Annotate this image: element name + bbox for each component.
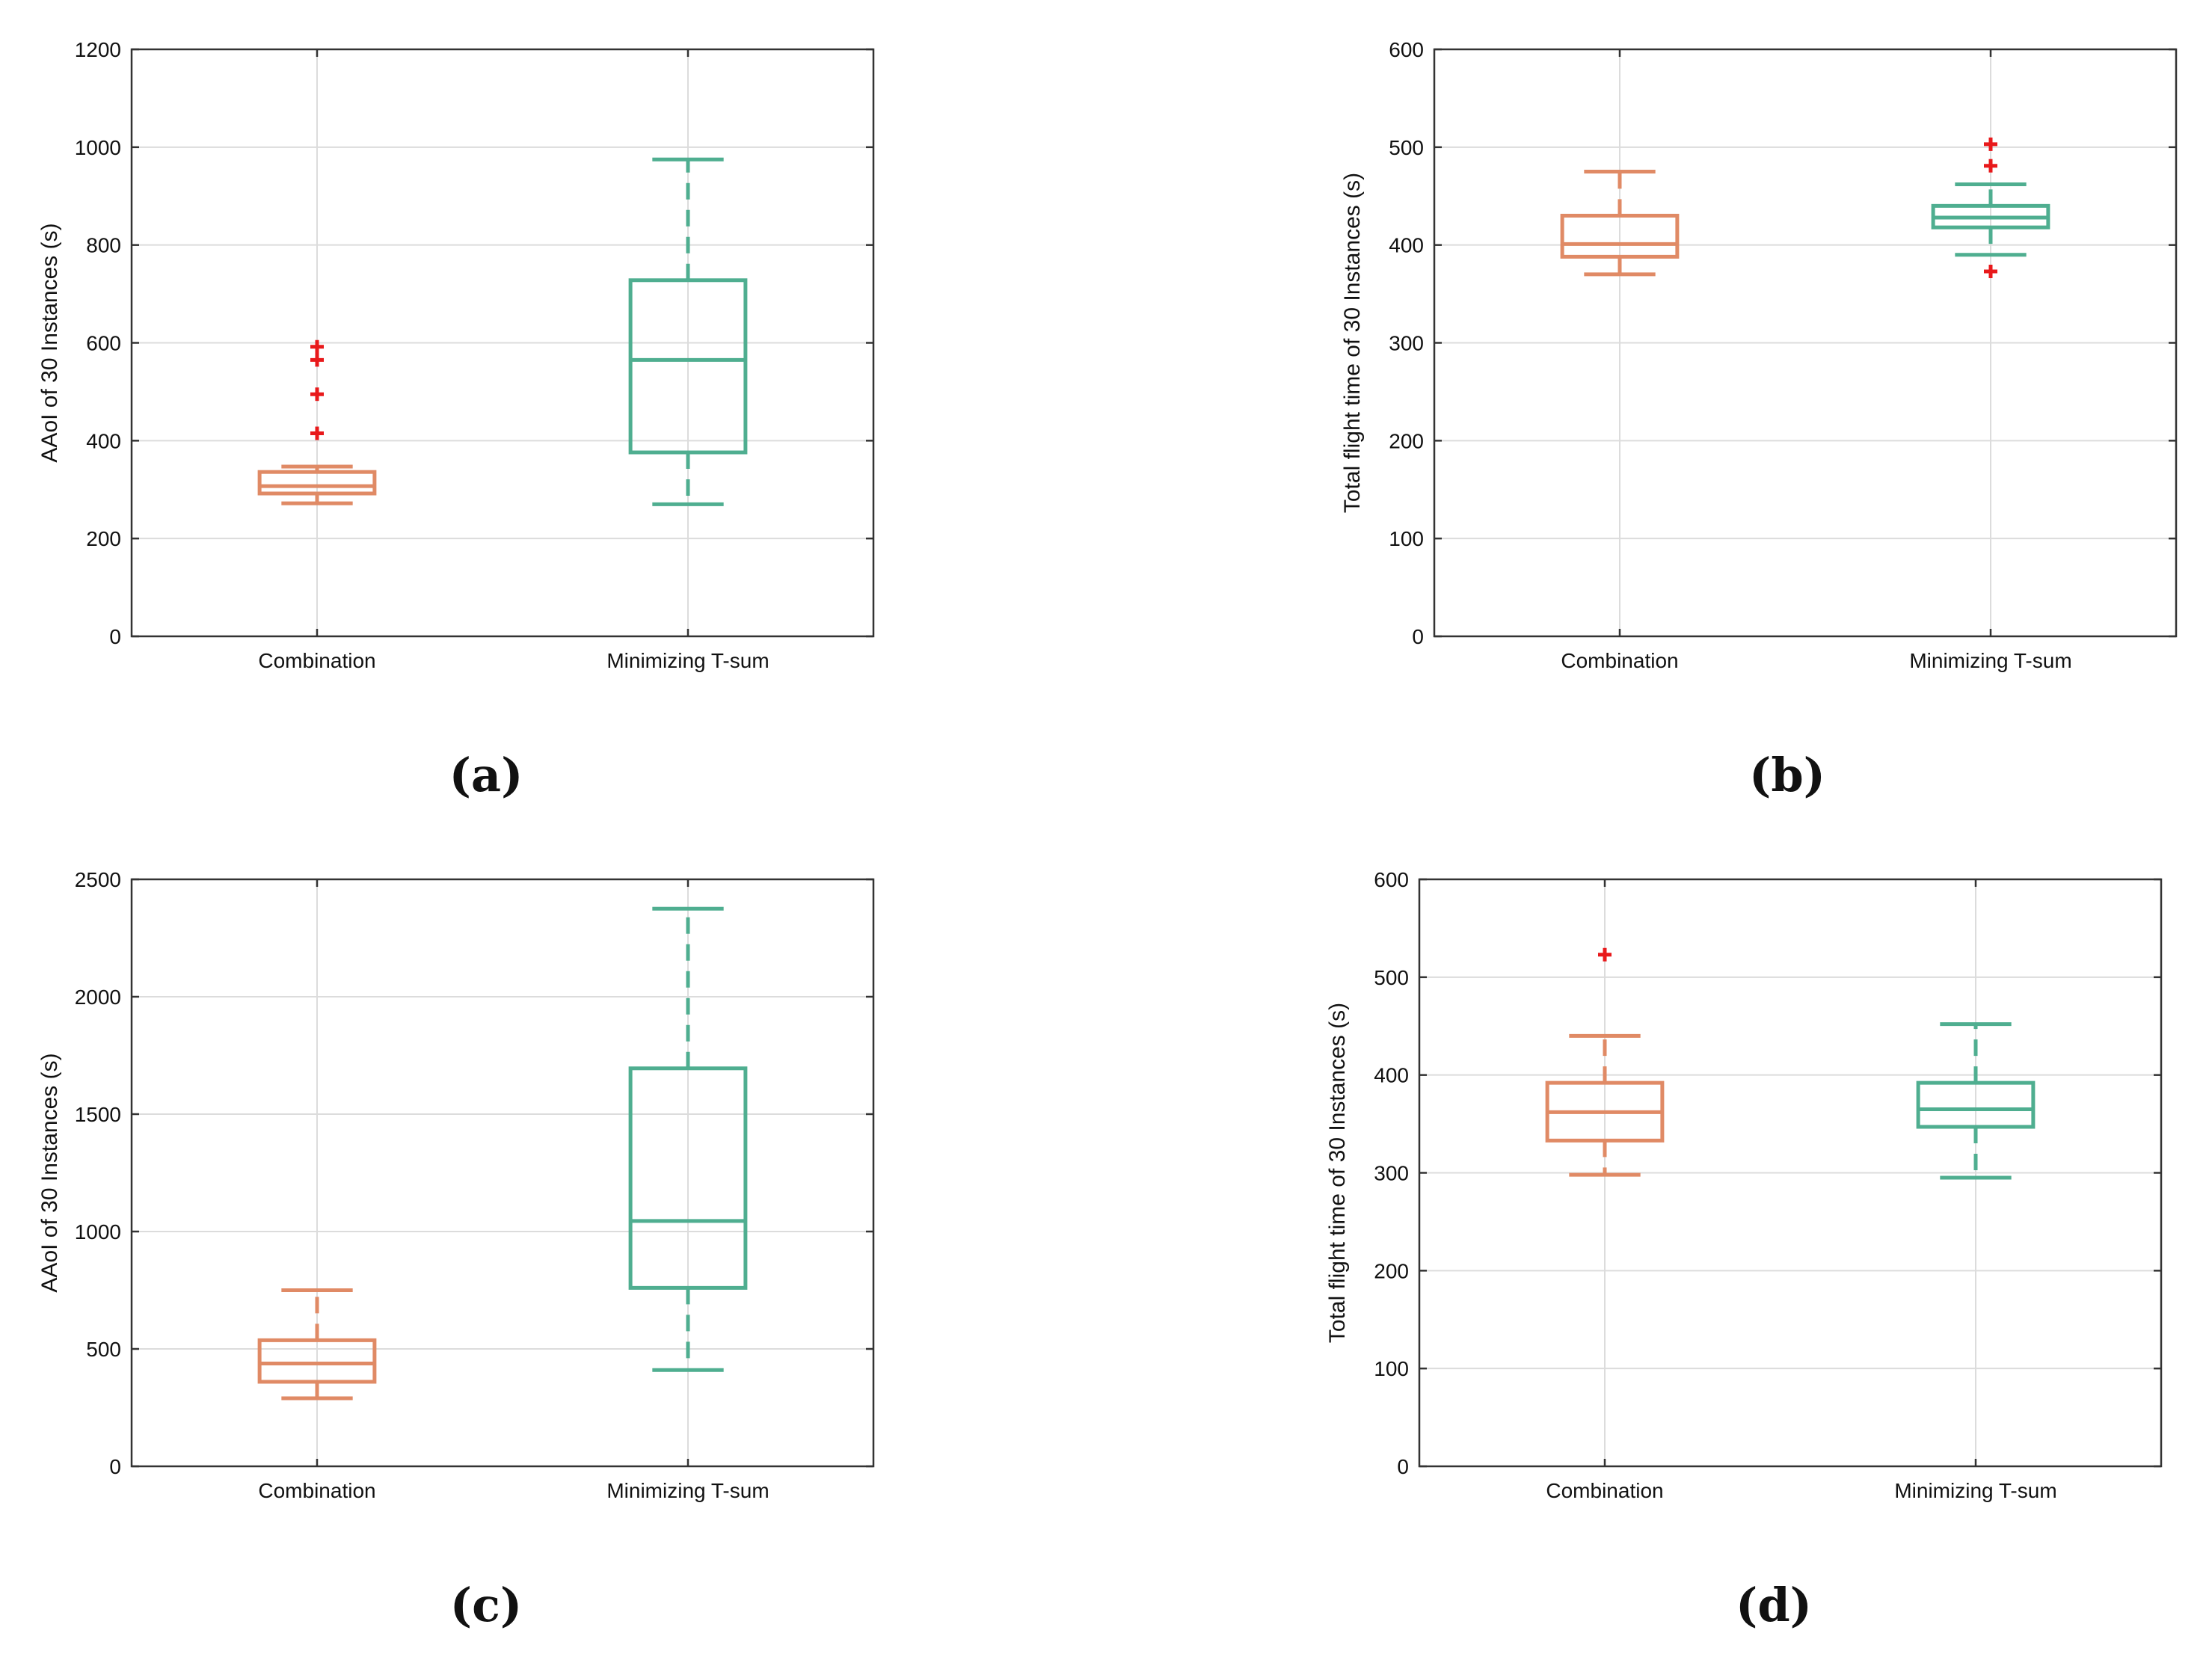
plot-frame xyxy=(130,878,875,1468)
y-tick-label: 600 xyxy=(1374,868,1409,891)
box-minimizing-t-sum xyxy=(628,906,748,1372)
y-tick-label: 200 xyxy=(1374,1259,1409,1282)
outlier-marker xyxy=(310,387,324,402)
y-tick-label: 500 xyxy=(1374,966,1409,989)
x-tick-label: Combination xyxy=(258,1479,375,1502)
y-tick-label: 1000 xyxy=(75,136,121,159)
box-minimizing-t-sum xyxy=(1931,137,2050,278)
box-iqr xyxy=(628,278,748,455)
box-combination xyxy=(1545,947,1665,1177)
y-tick-label: 1000 xyxy=(75,1220,121,1243)
x-tick-label: Minimizing T-sum xyxy=(1909,649,2071,672)
y-tick-label: 600 xyxy=(1389,38,1424,61)
y-tick-label: 0 xyxy=(1397,1455,1409,1478)
box-combination xyxy=(257,339,377,505)
y-axis-label: AAoI of 30 Instances (s) xyxy=(37,1053,62,1292)
panel-caption: (c) xyxy=(450,1578,522,1632)
x-tick-label: Minimizing T-sum xyxy=(1894,1479,2056,1502)
y-axis-label: Total flight time of 30 Instances (s) xyxy=(1325,1003,1350,1343)
y-axis-label: AAoI of 30 Instances (s) xyxy=(37,223,62,462)
box-iqr xyxy=(628,1066,748,1290)
box-iqr xyxy=(257,1338,377,1384)
y-tick-label: 1200 xyxy=(75,38,121,61)
box-minimizing-t-sum xyxy=(628,157,748,506)
panel-caption: (b) xyxy=(1749,748,1825,802)
x-tick-label: Combination xyxy=(258,649,375,672)
y-tick-label: 0 xyxy=(109,625,121,648)
y-axis-label: Total flight time of 30 Instances (s) xyxy=(1340,173,1365,513)
y-tick-label: 0 xyxy=(1412,625,1424,648)
y-tick-label: 400 xyxy=(1389,234,1424,257)
outlier-marker xyxy=(1984,137,1997,151)
outlier-marker xyxy=(1984,264,1997,278)
y-tick-label: 300 xyxy=(1389,332,1424,355)
panel-caption: (a) xyxy=(449,748,523,802)
x-tick-label: Combination xyxy=(1561,649,1678,672)
chart-panel-3: 0 500 1000 1500 2000 2500 Combination Minimizin… xyxy=(37,868,875,1632)
y-tick-label: 300 xyxy=(1374,1162,1409,1185)
y-tick-label: 100 xyxy=(1374,1357,1409,1380)
y-tick-label: 500 xyxy=(86,1338,121,1361)
y-tick-label: 2000 xyxy=(75,986,121,1009)
box-iqr xyxy=(1916,1080,2036,1129)
y-tick-label: 200 xyxy=(1389,429,1424,452)
outlier-marker xyxy=(1598,947,1612,962)
panel-caption: (d) xyxy=(1736,1578,1812,1632)
outlier-marker xyxy=(310,426,324,440)
outlier-marker xyxy=(1984,159,1997,173)
y-tick-label: 500 xyxy=(1389,136,1424,159)
y-tick-label: 400 xyxy=(86,429,121,452)
y-tick-label: 800 xyxy=(86,234,121,257)
x-tick-label: Minimizing T-sum xyxy=(606,649,769,672)
chart-panel-2: 0 100 200 300 400 500 600 Combination Minimizing… xyxy=(1340,38,2178,802)
box-iqr xyxy=(257,470,377,496)
outlier-marker xyxy=(310,339,324,354)
chart-panel-4: 0 100 200 300 400 500 600 Combination Minimizing… xyxy=(1325,868,2163,1632)
box-iqr xyxy=(1560,213,1680,259)
y-tick-label: 0 xyxy=(109,1455,121,1478)
y-tick-label: 1500 xyxy=(75,1103,121,1126)
y-tick-label: 600 xyxy=(86,332,121,355)
x-tick-label: Minimizing T-sum xyxy=(606,1479,769,1502)
chart-panel-1: 0 200 400 600 800 1000 1200 Combination Minimizi… xyxy=(37,38,875,802)
y-tick-label: 400 xyxy=(1374,1064,1409,1087)
x-tick-label: Combination xyxy=(1546,1479,1663,1502)
box-combination xyxy=(257,1288,377,1401)
box-minimizing-t-sum xyxy=(1916,1022,2036,1180)
y-tick-label: 2500 xyxy=(75,868,121,891)
outlier-marker xyxy=(310,353,324,367)
box-combination xyxy=(1560,170,1680,277)
y-tick-label: 200 xyxy=(86,527,121,550)
y-tick-label: 100 xyxy=(1389,527,1424,550)
